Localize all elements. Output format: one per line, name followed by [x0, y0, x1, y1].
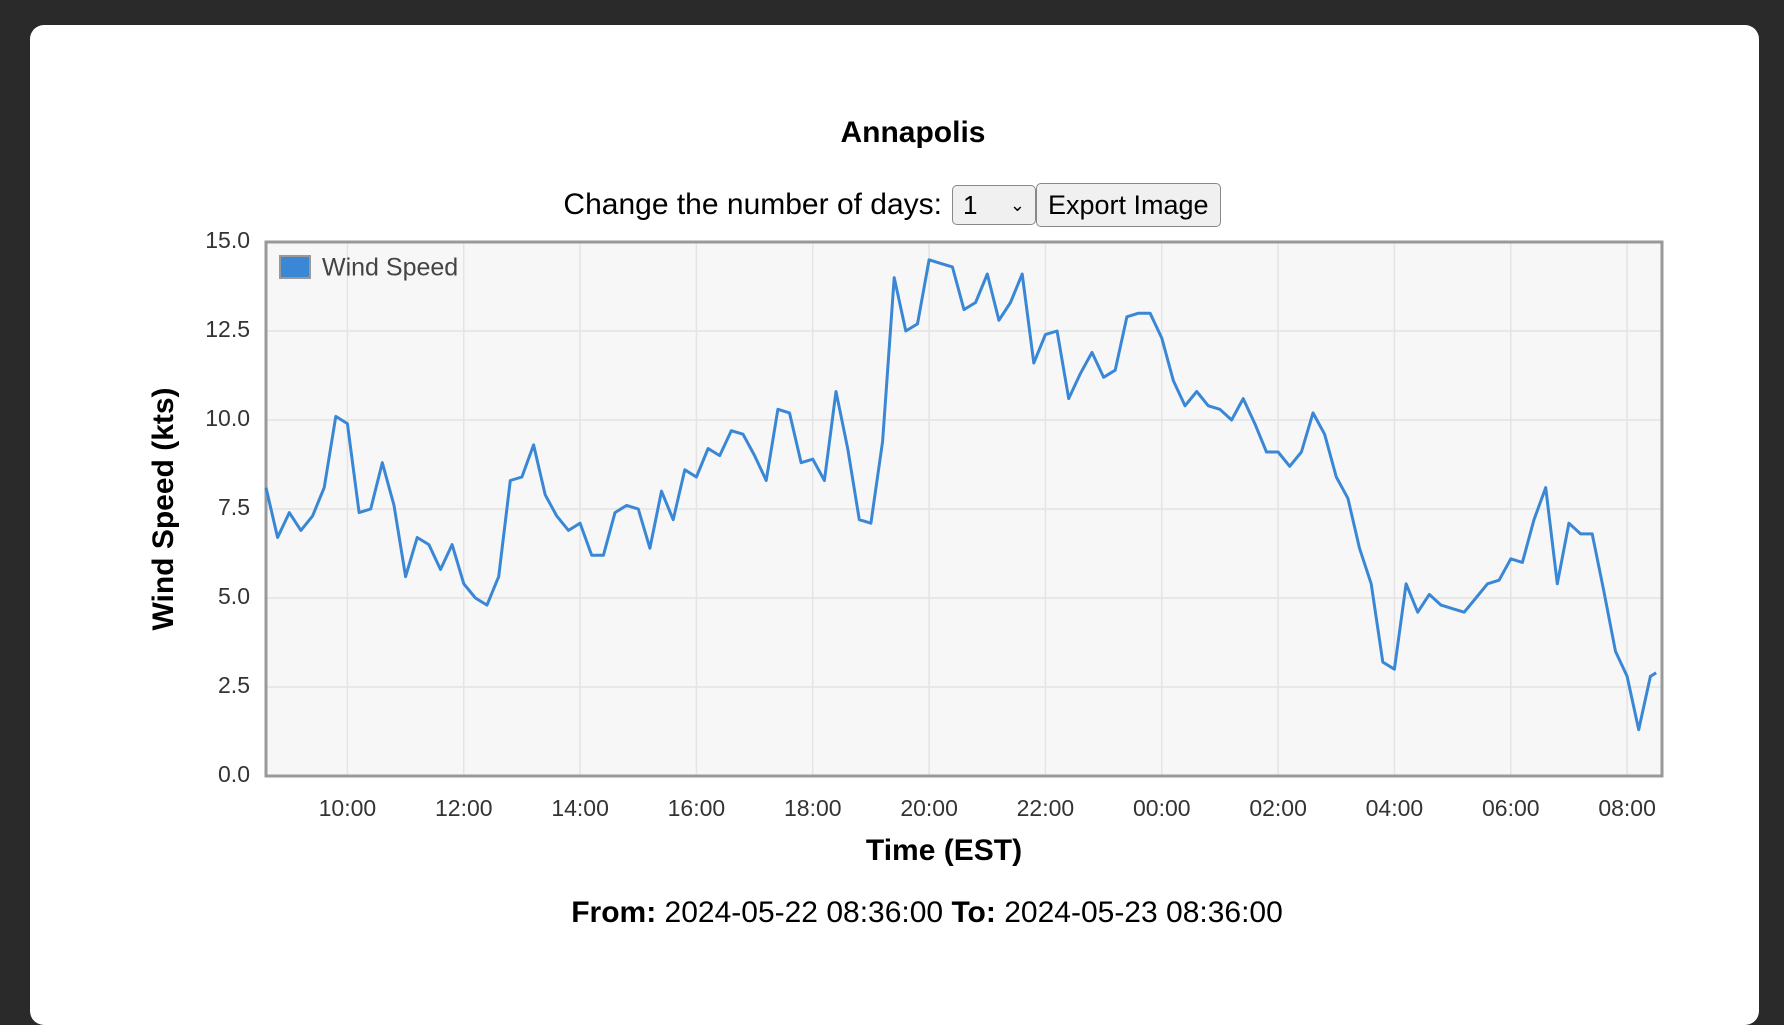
x-tick-label: 06:00	[1482, 795, 1540, 821]
y-tick-label: 10.0	[205, 405, 250, 431]
select-value: 1	[963, 189, 978, 220]
x-tick-label: 10:00	[319, 795, 377, 821]
x-tick-label: 20:00	[900, 795, 958, 821]
x-tick-label: 22:00	[1017, 795, 1075, 821]
y-axis-label: Wind Speed (kts)	[147, 387, 180, 630]
x-axis-label: Time (EST)	[866, 834, 1022, 867]
y-tick-label: 0.0	[218, 761, 250, 787]
from-label: From:	[571, 896, 657, 929]
x-tick-label: 16:00	[668, 795, 726, 821]
x-tick-label: 18:00	[784, 795, 842, 821]
controls: Change the number of days: 1 ⌄ Export Ima…	[0, 183, 1784, 227]
x-tick-label: 08:00	[1598, 795, 1656, 821]
from-value: 2024-05-22 08:36:00	[664, 896, 944, 929]
select-arrow: ⌄	[1009, 194, 1025, 215]
y-tick-label: 2.5	[218, 672, 250, 698]
plot-border	[264, 240, 1664, 778]
chart-title: Annapolis	[840, 116, 985, 149]
days-select[interactable]: 1 ⌄	[952, 185, 1036, 225]
line-series	[264, 258, 1657, 732]
legend-swatch	[279, 255, 311, 279]
x-tick-label: 00:00	[1133, 795, 1191, 821]
days-label: Change the number of days:	[563, 188, 942, 221]
y-tick-label: 7.5	[218, 494, 250, 520]
legend-label: Wind Speed	[322, 254, 458, 282]
footer: From: 2024-05-22 08:36:00 To: 2024-05-23…	[35, 896, 1784, 930]
x-tick-label: 12:00	[435, 795, 493, 821]
y-tick-label: 15.0	[205, 227, 250, 253]
export-button[interactable]: Export Image	[1036, 183, 1221, 227]
x-tick-label: 14:00	[551, 795, 609, 821]
to-label: To:	[951, 896, 996, 929]
x-tick-label: 02:00	[1249, 795, 1307, 821]
x-tick-label: 04:00	[1366, 795, 1424, 821]
to-value: 2024-05-23 08:36:00	[1004, 896, 1283, 929]
y-tick-label: 12.5	[205, 316, 250, 342]
y-tick-label: 5.0	[218, 583, 250, 609]
